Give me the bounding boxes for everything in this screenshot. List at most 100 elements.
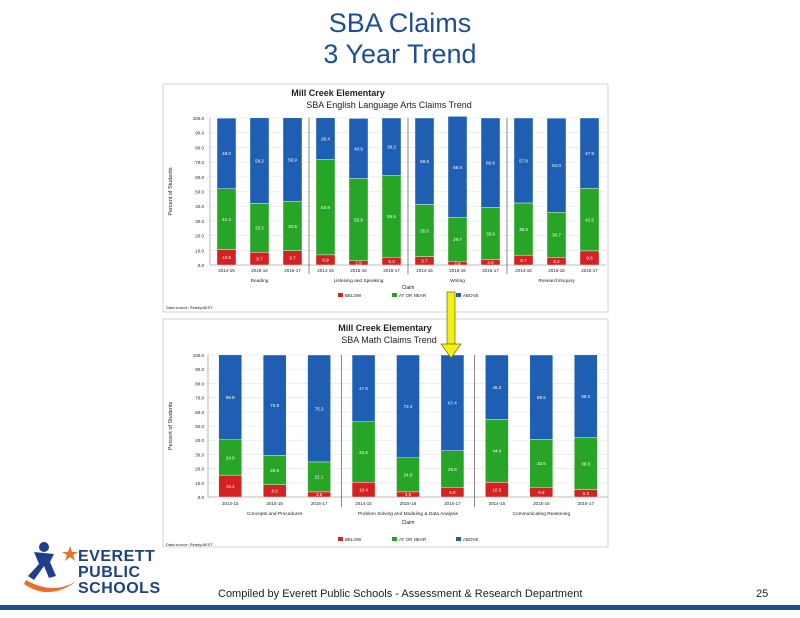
x-tick-label: 2014-15: [515, 268, 532, 273]
data-label: 9.6: [586, 256, 593, 261]
y-tick-label: 20.0: [195, 234, 204, 239]
bar-segment-above: [447, 116, 468, 218]
chart-title: Mill Creek Elementary: [338, 323, 432, 333]
data-label: 21.1: [315, 475, 324, 480]
data-label: 28.4: [321, 137, 330, 142]
bottom-rule: [0, 605, 800, 610]
group-label: Listening and Speaking: [334, 278, 384, 284]
x-tick-label: 2014-15: [416, 268, 433, 273]
data-label: 2.9: [355, 261, 362, 266]
bar-segment-above: [348, 118, 369, 179]
y-tick-label: 10.0: [195, 248, 204, 253]
data-label: 6.9: [538, 490, 545, 495]
y-tick-label: 0.0: [198, 495, 205, 500]
legend-label: ABOVE: [463, 293, 479, 298]
chart-subtitle: SBA Math Claims Trend: [341, 335, 437, 345]
x-tick-label: 2014-15: [355, 501, 372, 506]
legend-label: AT OR NEAR: [399, 537, 427, 542]
chart-subtitle: SBA English Language Arts Claims Trend: [306, 100, 472, 110]
x-tick-label: 2014-15: [489, 501, 506, 506]
x-axis-label: Claim: [402, 285, 415, 291]
x-tick-label: 2015-16: [449, 268, 466, 273]
data-label: 25.8: [448, 467, 457, 472]
bar-segment-above: [546, 117, 567, 213]
title-line-2: 3 Year Trend: [323, 39, 477, 69]
data-label: 41.4: [222, 217, 231, 222]
legend-swatch: [392, 537, 397, 541]
data-label: 48.0: [222, 151, 231, 156]
data-label: 47.9: [585, 151, 594, 156]
chart-footnote: Data source: Ready/AEST: [166, 305, 213, 310]
data-label: 29.7: [453, 237, 462, 242]
legend-swatch: [456, 537, 461, 541]
x-tick-label: 2016-17: [482, 268, 499, 273]
x-tick-label: 2014-15: [218, 268, 235, 273]
y-tick-label: 30.0: [195, 219, 204, 224]
data-label: 33.6: [537, 461, 546, 466]
data-label: 58.3: [581, 394, 590, 399]
data-label: 10.4: [359, 487, 368, 492]
x-tick-label: 2016-17: [581, 268, 598, 273]
data-label: 33.5: [288, 224, 297, 229]
bar-segment-above: [574, 354, 598, 438]
group-label: Communicating Reasoning: [513, 511, 571, 517]
data-label: 5.3: [388, 259, 395, 264]
bar-segment-above: [249, 117, 270, 204]
x-tick-label: 2016-17: [578, 501, 595, 506]
arrow-shaft: [446, 291, 456, 345]
y-tick-label: 100.0: [193, 353, 205, 358]
legend-label: ABOVE: [463, 537, 479, 542]
bar-segment-above: [480, 117, 501, 208]
data-label: 47.0: [359, 386, 368, 391]
data-label: 15.4: [226, 484, 235, 489]
bar-segment-above: [351, 354, 376, 422]
legend-swatch: [338, 537, 343, 541]
data-label: 72.4: [404, 404, 413, 409]
bar-segment-above: [396, 354, 420, 459]
bar-segment-above: [485, 354, 509, 420]
x-tick-label: 2016-17: [444, 501, 461, 506]
data-label: 59.5: [537, 395, 546, 400]
y-tick-label: 50.0: [195, 424, 204, 429]
legend-label: AT OR NEAR: [399, 293, 427, 298]
data-label: 30.7: [552, 233, 561, 238]
data-label: 67.4: [448, 401, 457, 406]
data-label: 60.8: [486, 160, 495, 165]
bar-segment-above: [282, 117, 303, 202]
group-label: Reading: [251, 278, 269, 284]
legend-label: BELOW: [345, 537, 362, 542]
bar-segment-above: [414, 117, 435, 205]
data-label: 35.6: [486, 231, 495, 236]
group-label: Research/Inquiry: [538, 278, 575, 284]
data-label: 64.0: [552, 163, 561, 168]
data-label: 40.9: [354, 146, 363, 151]
data-label: 6.8: [449, 490, 456, 495]
bar-segment-above: [216, 117, 237, 189]
bar-segment-above: [307, 354, 331, 463]
y-tick-label: 90.0: [195, 131, 204, 136]
x-tick-label: 2015-16: [251, 268, 268, 273]
legend-swatch: [338, 293, 343, 297]
legend-label: BELOW: [345, 293, 362, 298]
data-label: 3.6: [316, 492, 323, 497]
y-tick-label: 70.0: [195, 396, 204, 401]
data-label: 70.8: [270, 403, 279, 408]
bar-segment-above: [513, 117, 534, 204]
logo-line-schools: SCHOOLS: [78, 580, 161, 597]
bar-segment-above: [218, 354, 242, 440]
arrow-down-icon: [440, 343, 462, 359]
bar-segment-above: [579, 117, 600, 189]
group-label: Concepts and Procedures: [247, 511, 303, 517]
y-tick-label: 90.0: [195, 367, 204, 372]
data-label: 24.0: [404, 473, 413, 478]
x-tick-label: 2015-16: [266, 501, 283, 506]
legend-swatch: [392, 293, 397, 297]
data-label: 5.2: [553, 259, 560, 264]
everett-logo-icon: [24, 542, 78, 593]
data-label: 2.6: [454, 261, 461, 266]
data-label: 8.7: [256, 256, 263, 261]
page-number: 25: [756, 588, 769, 600]
logo-line-public: PUBLIC: [78, 564, 141, 581]
data-label: 44.4: [493, 449, 502, 454]
data-label: 36.5: [581, 461, 590, 466]
